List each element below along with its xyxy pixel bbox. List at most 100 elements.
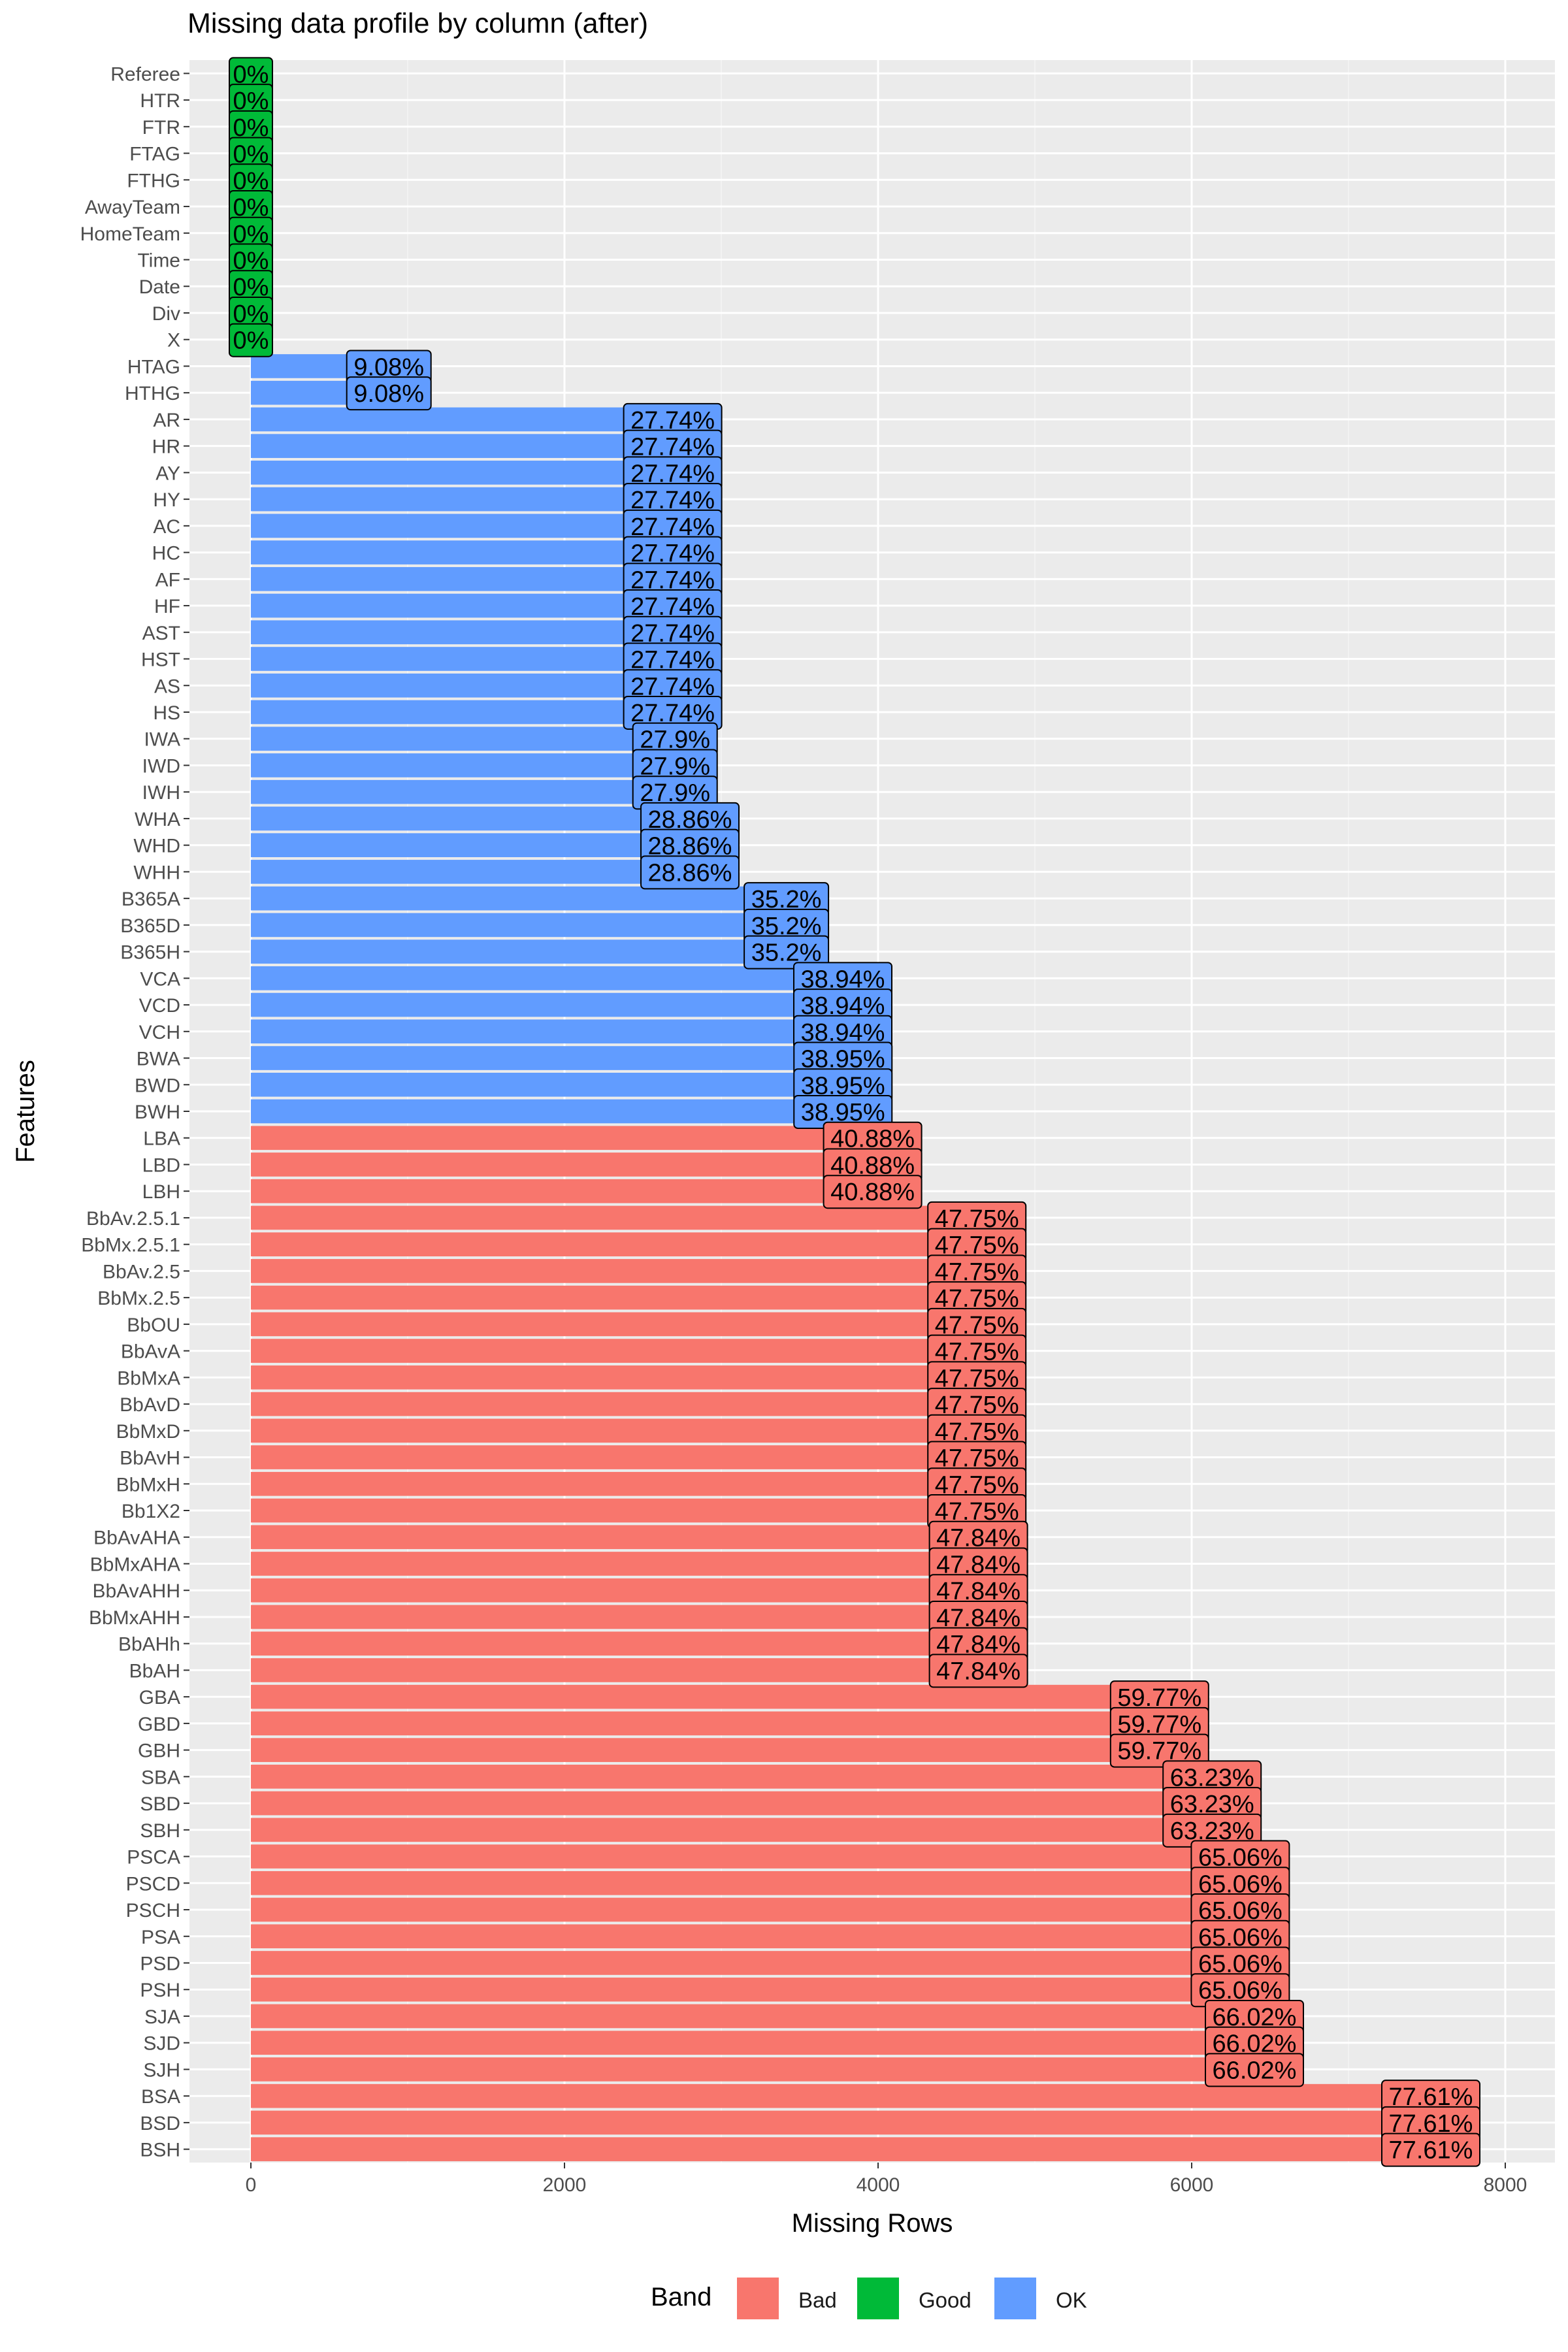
y-tick-label: BbAvD [120, 1394, 180, 1416]
y-tick-label: LBD [142, 1154, 180, 1176]
data-label-B365H: 35.2% [743, 935, 830, 970]
y-tick-label: FTHG [127, 170, 180, 191]
y-tick-label: HC [152, 543, 180, 564]
y-tick-label: WHH [133, 862, 180, 883]
bar-LBD [251, 1152, 873, 1177]
y-tick-label: AY [155, 463, 180, 484]
bar-PSD [251, 1951, 1241, 1975]
y-tick-label: HTAG [127, 356, 180, 378]
data-label-BbAH: 47.84% [928, 1654, 1028, 1688]
bar-BbAv.2.5.1 [251, 1205, 977, 1230]
bar-BbAvAHA [251, 1525, 979, 1550]
bar-BbOU [251, 1312, 977, 1337]
bar-HC [251, 540, 673, 564]
bar-BWD [251, 1072, 843, 1097]
y-tick-label: HTHG [125, 383, 180, 404]
legend: Band Bad Good OK [0, 2270, 1568, 2328]
y-tick-label: AwayTeam [85, 197, 180, 218]
data-label-text: 0% [233, 327, 269, 355]
y-tick-label: BbAHh [118, 1634, 180, 1656]
bar-VCD [251, 992, 843, 1017]
y-tick-label: BbAv.2.5.1 [86, 1208, 180, 1230]
plot-area: Referee HTR FTR FTAG FTHG AwayTeam HomeTeam Tim… [11, 57, 1555, 2238]
y-tick-label: HY [153, 489, 180, 511]
legend-label-good: Good [919, 2288, 972, 2312]
y-tick-label: BbAvAHH [92, 1580, 180, 1602]
bar-GBD [251, 1711, 1160, 1736]
y-tick-label: PSCA [127, 1847, 180, 1869]
bar-BbMx.2.5 [251, 1285, 977, 1310]
bar-PSCD [251, 1870, 1241, 1895]
y-tick-label: B365A [122, 889, 180, 910]
x-axis-title: Missing Rows [792, 2209, 953, 2238]
y-tick-label: Bb1X2 [122, 1501, 180, 1522]
y-tick-label: AC [153, 516, 180, 538]
bar-B365A [251, 886, 787, 911]
bar-AS [251, 673, 673, 698]
y-tick-label: LBH [142, 1181, 180, 1203]
bar-BSD [251, 2110, 1431, 2135]
y-tick-label: SBH [140, 1820, 180, 1842]
data-label-box [928, 1654, 1028, 1688]
y-tick-label: PSA [141, 1927, 180, 1948]
y-tick-label: GBH [138, 1740, 180, 1762]
y-tick-label: AST [142, 623, 180, 644]
x-tick-label: 8000 [1484, 2174, 1527, 2196]
y-axis-title: Features [11, 1060, 40, 1163]
y-tick-label: BbMxA [117, 1367, 180, 1389]
y-tick-label: BbAv.2.5 [103, 1261, 180, 1282]
data-label-X: 0% [229, 323, 273, 357]
data-label-SBD: 63.23% [1162, 1787, 1262, 1821]
y-tick-label: BSH [140, 2140, 180, 2161]
data-label-text: 40.88% [830, 1179, 915, 1206]
bar-AF [251, 566, 673, 591]
y-tick-label: SBD [140, 1793, 180, 1815]
data-label-box [823, 1175, 923, 1209]
y-tick-label: AS [154, 676, 180, 697]
bar-BbMxA [251, 1365, 977, 1390]
legend-title: Band [651, 2283, 712, 2311]
bar-SBA [251, 1765, 1213, 1789]
y-tick-label: FTAG [129, 144, 180, 165]
y-tick-label: GBD [138, 1714, 180, 1735]
data-label-LBH: 40.88% [823, 1175, 923, 1209]
bar-HR [251, 434, 673, 458]
bar-BbAvH [251, 1445, 977, 1469]
bar-PSA [251, 1924, 1241, 1949]
y-tick-label: BSA [141, 2086, 180, 2108]
y-tick-label: BbAvAHA [93, 1527, 180, 1549]
bar-WHD [251, 833, 690, 857]
bar-BbAvAHH [251, 1578, 979, 1603]
y-tick-label: SJH [143, 2059, 180, 2081]
bar-AR [251, 407, 673, 432]
bar-BbMx.2.5.1 [251, 1232, 977, 1257]
y-tick-label: BbMxD [116, 1421, 180, 1443]
bar-AC [251, 514, 673, 538]
bar-WHA [251, 806, 690, 831]
bar-BbMxAHH [251, 1605, 979, 1629]
data-label-text: 28.86% [648, 859, 732, 887]
bar-SJH [251, 2057, 1254, 2082]
data-label-box [229, 323, 273, 357]
bar-GBA [251, 1684, 1160, 1709]
y-tick-label: BbAH [129, 1660, 180, 1682]
y-tick-label: PSCD [126, 1873, 180, 1895]
data-label-HTHG: 9.08% [346, 376, 432, 411]
data-label-BSH: 77.61% [1381, 2132, 1480, 2167]
bar-IWH [251, 779, 676, 804]
y-tick-label: BWH [135, 1102, 180, 1123]
y-tick-label: BbMx.2.5 [97, 1288, 180, 1309]
bar-PSCH [251, 1897, 1241, 1922]
y-tick-label: PSH [140, 1980, 180, 2001]
y-tick-label: BbAvA [121, 1341, 180, 1363]
y-tick-label: BWA [137, 1049, 180, 1070]
y-tick-label: BbMxH [116, 1474, 180, 1495]
y-tick-label: GBA [139, 1687, 180, 1708]
y-tick-label: HomeTeam [80, 223, 180, 245]
bar-BbMxD [251, 1418, 977, 1443]
bar-HST [251, 647, 673, 671]
bar-AST [251, 620, 673, 645]
x-tick-label: 4000 [857, 2174, 900, 2196]
y-tick-label: X [167, 330, 180, 351]
bar-LBA [251, 1126, 873, 1151]
